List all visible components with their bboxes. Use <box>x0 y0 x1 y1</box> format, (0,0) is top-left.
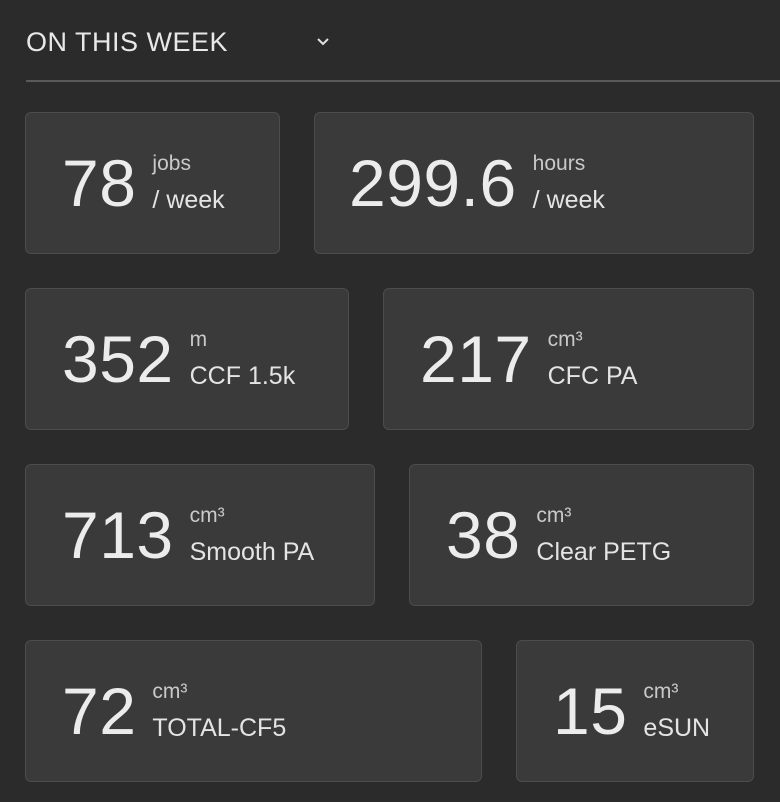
stat-card-esun[interactable]: 15 cm³ eSUN <box>516 640 754 782</box>
stat-value: 713 <box>62 498 174 572</box>
stat-value: 299.6 <box>349 146 517 220</box>
stat-card-smooth-pa[interactable]: 713 cm³ Smooth PA <box>25 464 375 606</box>
period-dropdown[interactable]: ON THIS WEEK <box>26 24 228 60</box>
stat-unit: cm³ <box>152 680 188 703</box>
stat-value: 78 <box>62 146 137 220</box>
stat-unit: hours <box>532 152 586 175</box>
stat-card-clear-petg[interactable]: 38 cm³ Clear PETG <box>409 464 754 606</box>
stat-value: 38 <box>446 498 521 572</box>
stat-card-cfc-pa[interactable]: 217 cm³ CFC PA <box>383 288 754 430</box>
stat-value: 217 <box>420 322 532 396</box>
stat-card-total-cf5[interactable]: 72 cm³ TOTAL-CF5 <box>25 640 482 782</box>
period-title: ON THIS WEEK <box>26 26 229 57</box>
stat-unit: cm³ <box>189 504 225 527</box>
stat-label: / week <box>532 186 605 214</box>
stat-unit: jobs <box>152 152 191 175</box>
stat-unit: cm³ <box>536 504 572 527</box>
stat-label: Clear PETG <box>536 538 672 566</box>
stat-label: TOTAL-CF5 <box>152 714 287 742</box>
stat-value: 72 <box>62 674 137 748</box>
stat-label: CFC PA <box>547 362 638 390</box>
stat-label: Smooth PA <box>189 538 315 566</box>
stat-card-hours[interactable]: 299.6 hours / week <box>314 112 754 254</box>
stat-unit: cm³ <box>643 680 679 703</box>
stat-card-jobs[interactable]: 78 jobs / week <box>25 112 280 254</box>
stat-label: eSUN <box>643 714 711 742</box>
stat-label: CCF 1.5k <box>189 362 296 390</box>
stat-unit: m <box>189 328 208 351</box>
stat-value: 15 <box>553 674 628 748</box>
stat-card-ccf[interactable]: 352 m CCF 1.5k <box>25 288 349 430</box>
stat-label: / week <box>152 186 225 214</box>
chevron-down-icon[interactable] <box>316 35 330 49</box>
header-divider <box>26 80 780 82</box>
stat-unit: cm³ <box>547 328 583 351</box>
stat-value: 352 <box>62 322 174 396</box>
